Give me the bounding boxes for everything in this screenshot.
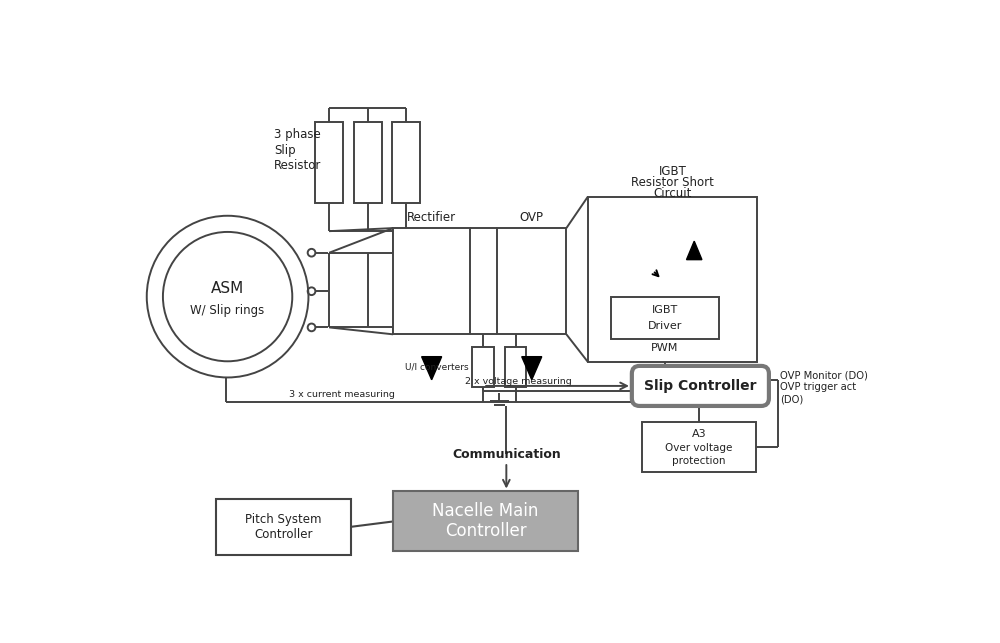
Text: ASM: ASM	[211, 282, 244, 296]
Text: Driver: Driver	[648, 321, 682, 331]
Bar	[392, 122, 420, 203]
Bar	[393, 228, 470, 334]
Text: (DO): (DO)	[780, 395, 804, 405]
Text: Controller: Controller	[254, 528, 313, 541]
Bar	[611, 296, 719, 339]
Bar	[472, 347, 494, 386]
Bar	[642, 422, 756, 472]
Text: Slip: Slip	[274, 144, 295, 157]
Text: 3 phase: 3 phase	[274, 129, 321, 141]
Text: W/ Slip rings: W/ Slip rings	[190, 304, 265, 317]
Bar	[216, 499, 351, 554]
Text: protection: protection	[672, 457, 726, 466]
Text: Slip Controller: Slip Controller	[644, 379, 757, 393]
Polygon shape	[522, 357, 542, 380]
Text: PWM: PWM	[651, 343, 679, 353]
Text: OVP Monitor (DO): OVP Monitor (DO)	[780, 370, 868, 380]
Text: OVP: OVP	[520, 211, 544, 224]
Text: Resistor Short: Resistor Short	[631, 176, 714, 189]
Text: Nacelle Main: Nacelle Main	[432, 502, 539, 520]
Text: Resistor: Resistor	[274, 159, 321, 172]
Text: Over voltage: Over voltage	[665, 443, 733, 453]
Text: Rectifier: Rectifier	[407, 211, 456, 224]
Text: IGBT: IGBT	[659, 165, 687, 178]
Bar	[505, 347, 526, 386]
Text: A3: A3	[692, 430, 706, 439]
Polygon shape	[422, 357, 442, 380]
Text: Communication: Communication	[452, 448, 561, 461]
Bar	[497, 228, 566, 334]
Text: IGBT: IGBT	[652, 305, 678, 316]
Text: Controller: Controller	[445, 523, 526, 541]
Text: 3 x current measuring: 3 x current measuring	[289, 390, 395, 399]
Bar	[588, 197, 757, 362]
Bar	[393, 491, 578, 552]
Polygon shape	[687, 241, 702, 260]
Circle shape	[147, 216, 308, 377]
Text: OVP trigger act: OVP trigger act	[780, 383, 857, 392]
FancyBboxPatch shape	[632, 366, 769, 406]
Text: Pitch System: Pitch System	[245, 512, 322, 525]
Text: Circuit: Circuit	[653, 187, 692, 200]
Bar	[354, 122, 382, 203]
Text: 2 x voltage measuring: 2 x voltage measuring	[465, 377, 572, 386]
Text: U/I converters: U/I converters	[405, 362, 469, 371]
Bar	[315, 122, 343, 203]
